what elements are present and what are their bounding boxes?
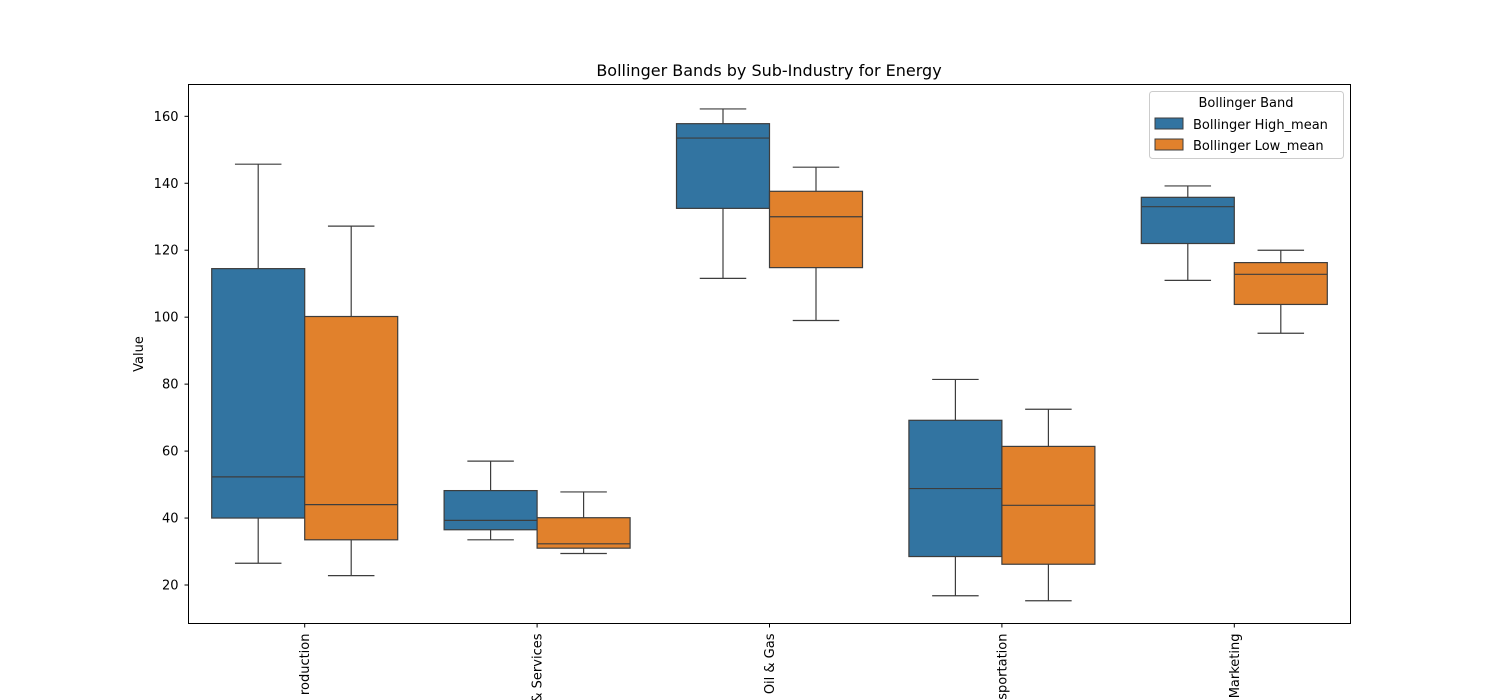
iqr-box	[211, 268, 306, 519]
box-low-3	[1001, 408, 1096, 602]
iqr-box	[675, 123, 771, 209]
box-high-1	[443, 460, 538, 541]
y-tick-label: 60	[162, 445, 179, 460]
y-tick-label: 160	[154, 110, 179, 125]
box-high-4	[1140, 185, 1235, 281]
x-axis: roduction & Services Oil & Gas sportation Ma…	[298, 623, 1243, 700]
y-tick-label: 20	[162, 579, 179, 594]
y-tick-label: 40	[162, 512, 179, 527]
legend-label: Bollinger High_mean	[1193, 118, 1328, 133]
y-tick-label: 100	[154, 311, 179, 326]
legend-swatch	[1154, 138, 1184, 151]
plot-layer	[211, 108, 1328, 602]
x-tick-label: Marketing	[1228, 634, 1243, 699]
legend-items: Bollinger High_mean Bollinger Low_mean	[1154, 117, 1328, 154]
iqr-box	[536, 517, 631, 549]
legend: Bollinger Band Bollinger High_meanBollin…	[1149, 91, 1344, 159]
x-tick-label: roduction	[298, 634, 313, 696]
x-tick-label: & Services	[531, 633, 546, 700]
chart-title: Bollinger Bands by Sub-Industry for Ener…	[596, 61, 941, 80]
iqr-box	[1140, 196, 1235, 245]
iqr-box	[768, 190, 864, 269]
legend-title: Bollinger Band	[1198, 96, 1293, 111]
box-low-4	[1233, 249, 1328, 334]
x-tick-label: Oil & Gas	[763, 633, 778, 694]
iqr-box	[443, 489, 538, 531]
legend-swatch	[1154, 117, 1184, 130]
x-tick-label: sportation	[995, 634, 1010, 700]
box-low-1	[536, 491, 631, 555]
y-axis-label: Value	[132, 336, 147, 372]
iqr-box	[1233, 262, 1328, 306]
box-high-2	[675, 108, 771, 279]
box-low-0	[304, 225, 399, 577]
box-low-2	[768, 166, 864, 322]
box-high-3	[908, 378, 1003, 597]
box-high-0	[211, 163, 306, 564]
y-axis: 20 40 60 80 100 120 140 160	[154, 110, 189, 594]
iqr-box	[304, 315, 399, 541]
legend-label: Bollinger Low_mean	[1193, 139, 1324, 154]
y-tick-label: 80	[162, 378, 179, 393]
legend-frame	[1149, 91, 1344, 159]
y-tick-label: 120	[154, 244, 179, 259]
y-tick-label: 140	[154, 177, 179, 192]
